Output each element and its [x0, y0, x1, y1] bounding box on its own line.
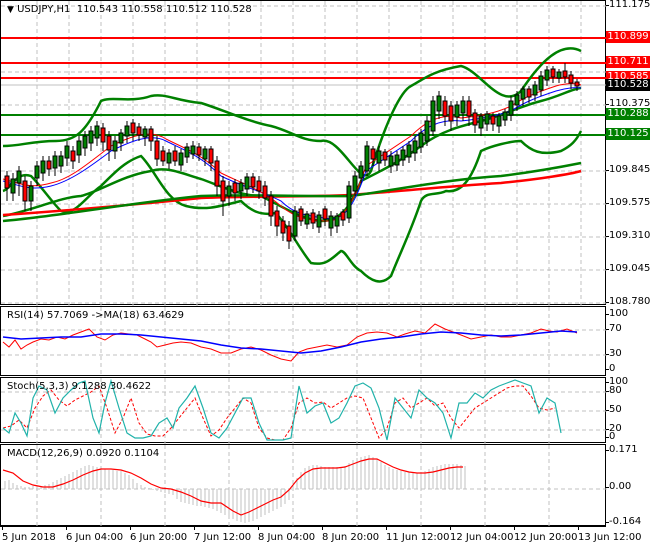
macd-signal-line — [2, 458, 463, 516]
time-label: 12 Jun 04:00 — [450, 532, 514, 543]
time-label: 12 Jun 20:00 — [514, 532, 578, 543]
time-label: 8 Jun 04:00 — [258, 532, 316, 543]
bollinger-bands — [2, 47, 583, 283]
stochastic-pane[interactable]: Stoch(5,3,3) 9.1288 30.4622 — [0, 377, 607, 444]
high-value: 110.558 — [121, 4, 163, 15]
macd-tick: 0.00 — [605, 481, 632, 492]
macd-tick: -0.164 — [605, 516, 642, 527]
stoch-main-line — [2, 378, 562, 441]
low-value: 110.512 — [165, 4, 208, 15]
rsi-line — [2, 323, 578, 362]
rsi-tick: 100 — [605, 308, 629, 319]
time-label: 6 Jun 20:00 — [130, 532, 188, 543]
macd-axis: 0.171 0.00 -0.164 — [605, 444, 650, 527]
price-tick: 110.375 — [605, 98, 650, 109]
support-tag: 110.125 — [606, 128, 650, 140]
time-label: 8 Jun 20:00 — [322, 532, 380, 543]
price-tick: 109.575 — [605, 197, 650, 208]
current-price-tag: 110.528 — [606, 79, 650, 91]
price-axis[interactable]: 111.175 110.899 110.711 110.585 110.528 … — [605, 0, 650, 307]
open-value: 110.543 — [76, 4, 119, 15]
macd-histogram — [4, 455, 466, 523]
candlesticks — [4, 63, 580, 249]
stoch-tick: 80 — [606, 385, 622, 396]
time-label: 7 Jun 12:00 — [194, 532, 252, 543]
price-tick: 111.175 — [605, 0, 650, 10]
grid-lines — [1, 307, 607, 377]
rsi-tick: 0 — [605, 363, 616, 374]
price-chart-canvas[interactable] — [1, 1, 607, 306]
resistance-tag: 110.711 — [606, 56, 650, 68]
horizontal-levels — [1, 37, 607, 136]
resistance-tag: 110.899 — [606, 31, 650, 43]
time-label: 11 Jun 12:00 — [386, 532, 450, 543]
ma-fast-red — [2, 83, 582, 222]
rsi-tick: 70 — [606, 323, 622, 334]
triangle-down-icon[interactable]: ▼ — [7, 5, 14, 15]
stoch-tick: 0 — [605, 431, 616, 442]
slow-ma-green — [2, 161, 582, 223]
grid-lines — [1, 378, 607, 444]
rsi-ma-line — [2, 330, 578, 354]
price-tick: 109.310 — [605, 230, 650, 241]
price-chart-pane[interactable]: ▼ USDJPY,H1 110.543 110.558 110.512 110.… — [0, 0, 607, 306]
stochastic-canvas — [1, 378, 607, 444]
rsi-axis: 100 70 30 0 — [605, 306, 650, 376]
support-tag: 110.288 — [606, 108, 650, 120]
stoch-signal-line — [2, 385, 556, 441]
rsi-canvas — [1, 307, 607, 377]
time-label: 13 Jun 12:00 — [578, 532, 642, 543]
price-tick: 109.845 — [605, 164, 650, 175]
close-value: 110.528 — [210, 4, 252, 15]
chart-header: ▼ USDJPY,H1 110.543 110.558 110.512 110.… — [7, 4, 252, 15]
time-label: 6 Jun 04:00 — [66, 532, 124, 543]
macd-pane[interactable]: MACD(12,26,9) 0.0920 0.1104 — [0, 444, 607, 527]
ma-blue — [2, 87, 582, 220]
price-tick: 108.780 — [605, 296, 650, 307]
grid-lines — [1, 1, 607, 306]
macd-tick: 0.171 — [606, 444, 638, 455]
stoch-tick: 20 — [606, 423, 622, 434]
rsi-tick: 30 — [606, 348, 622, 359]
stochastic-label: Stoch(5,3,3) 9.1288 30.4622 — [7, 381, 152, 392]
grid-lines — [1, 445, 607, 527]
price-tick: 109.045 — [605, 263, 650, 274]
rsi-label: RSI(14) 57.7069 ->MA(18) 63.4629 — [7, 310, 184, 321]
time-axis[interactable]: 5 Jun 2018 6 Jun 04:00 6 Jun 20:00 7 Jun… — [0, 526, 642, 550]
symbol-label: USDJPY,H1 — [17, 4, 71, 15]
macd-canvas — [1, 445, 607, 527]
stochastic-axis: 100 80 50 20 0 — [605, 376, 650, 443]
rsi-pane[interactable]: RSI(14) 57.7069 ->MA(18) 63.4629 — [0, 306, 607, 377]
stoch-tick: 100 — [605, 376, 629, 387]
stoch-tick: 50 — [606, 404, 622, 415]
time-label: 5 Jun 2018 — [2, 532, 56, 543]
macd-label: MACD(12,26,9) 0.0920 0.1104 — [7, 448, 160, 459]
